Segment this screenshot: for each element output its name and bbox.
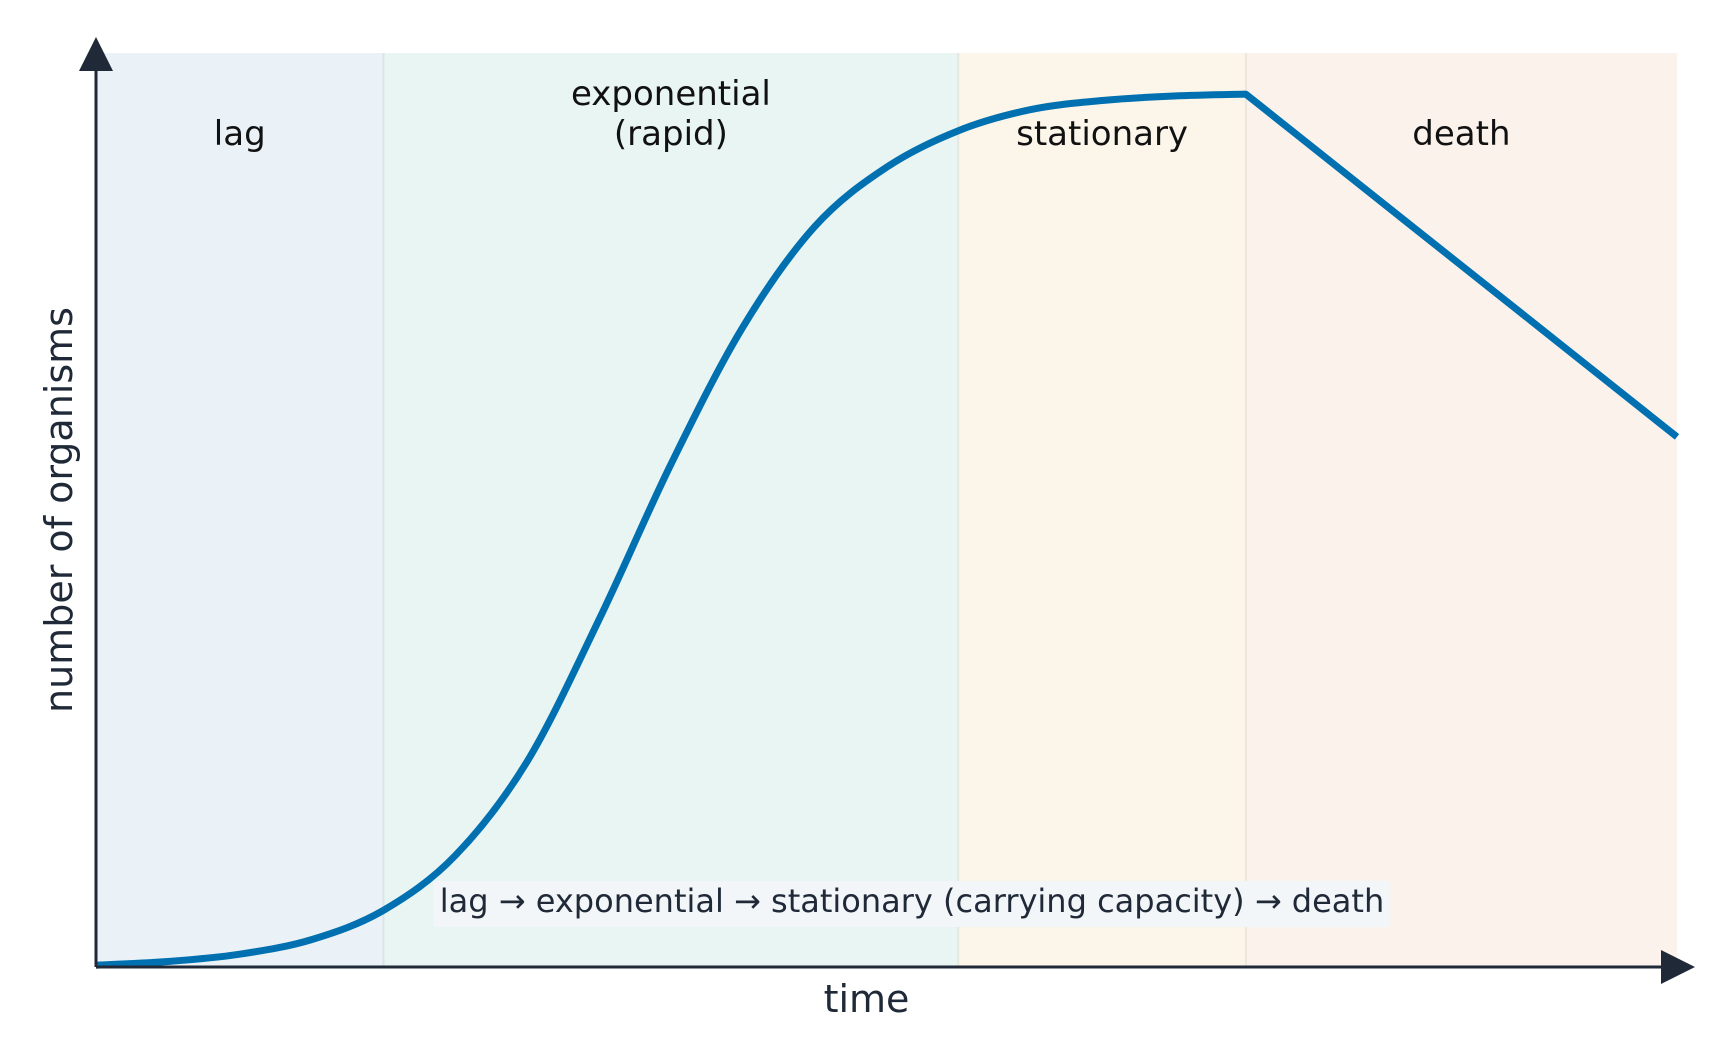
phase-band-exponential [383,53,959,967]
phase-band-death [1245,53,1677,967]
y-axis-label: number of organisms [37,307,81,713]
phase-labels: lag exponential(rapid) stationary death [214,74,1511,154]
phase-label-death: death [1412,114,1510,154]
phase-label-lag: lag [214,114,266,154]
caption: lag → exponential → stationary (carrying… [433,881,1391,927]
x-axis-label: time [824,977,910,1021]
phase-band-lag [96,53,384,967]
axes [79,37,1695,984]
phase-label-exponential-line-1: exponential [571,74,771,114]
phase-label-exponential-line-2: (rapid) [614,114,728,154]
phase-bands [96,53,1677,967]
phase-band-stationary [958,53,1246,967]
phase-label-stationary: stationary [1016,114,1188,154]
series-line-1 [95,90,1680,969]
y-axis-arrow [79,37,113,71]
caption-text: lag → exponential → stationary (carrying… [440,882,1384,920]
caption-background [433,881,1391,927]
series-layer [95,90,1680,969]
x-axis-arrow [1661,950,1695,984]
